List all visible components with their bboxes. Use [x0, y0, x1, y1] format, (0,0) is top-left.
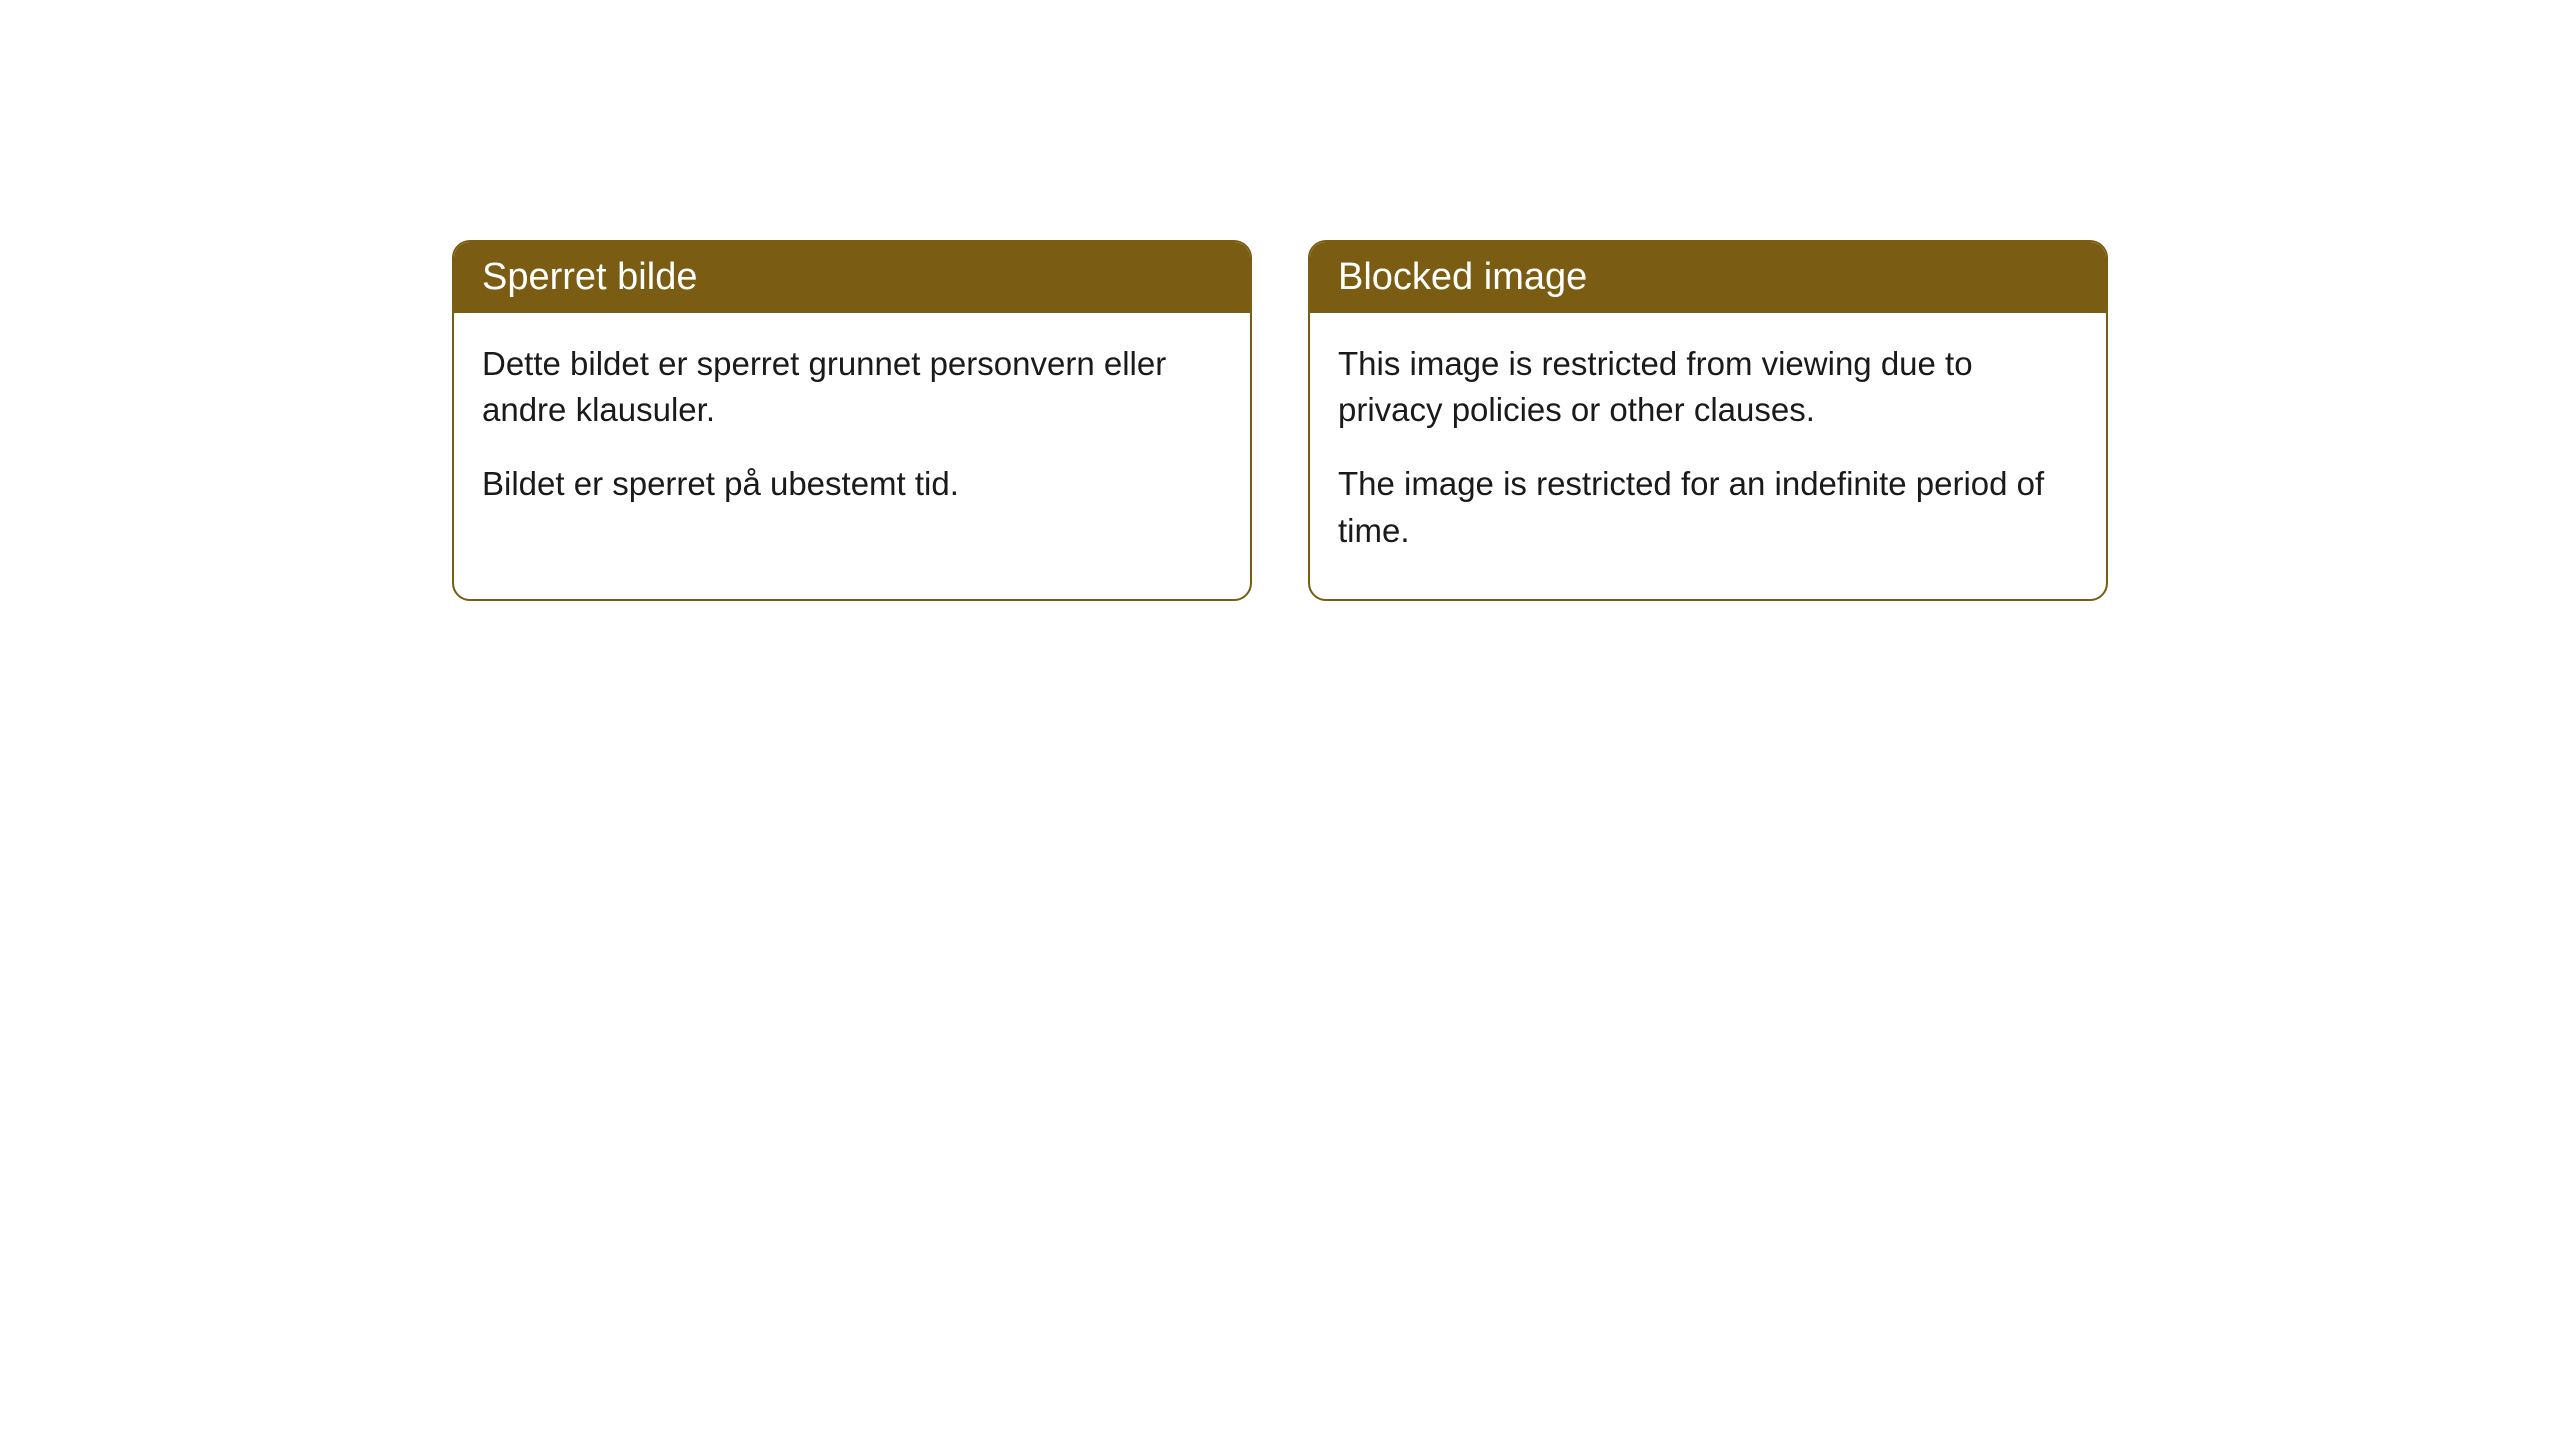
card-english: Blocked image This image is restricted f… [1308, 240, 2108, 601]
cards-container: Sperret bilde Dette bildet er sperret gr… [452, 240, 2108, 601]
card-header-english: Blocked image [1310, 242, 2106, 313]
card-header-norwegian: Sperret bilde [454, 242, 1250, 313]
card-title: Sperret bilde [482, 256, 697, 298]
card-paragraph: Bildet er sperret på ubestemt tid. [482, 461, 1222, 507]
card-title: Blocked image [1338, 256, 1587, 298]
card-norwegian: Sperret bilde Dette bildet er sperret gr… [452, 240, 1252, 601]
card-paragraph: This image is restricted from viewing du… [1338, 341, 2078, 433]
card-paragraph: The image is restricted for an indefinit… [1338, 461, 2078, 553]
card-body-norwegian: Dette bildet er sperret grunnet personve… [454, 313, 1250, 553]
card-body-english: This image is restricted from viewing du… [1310, 313, 2106, 599]
card-paragraph: Dette bildet er sperret grunnet personve… [482, 341, 1222, 433]
